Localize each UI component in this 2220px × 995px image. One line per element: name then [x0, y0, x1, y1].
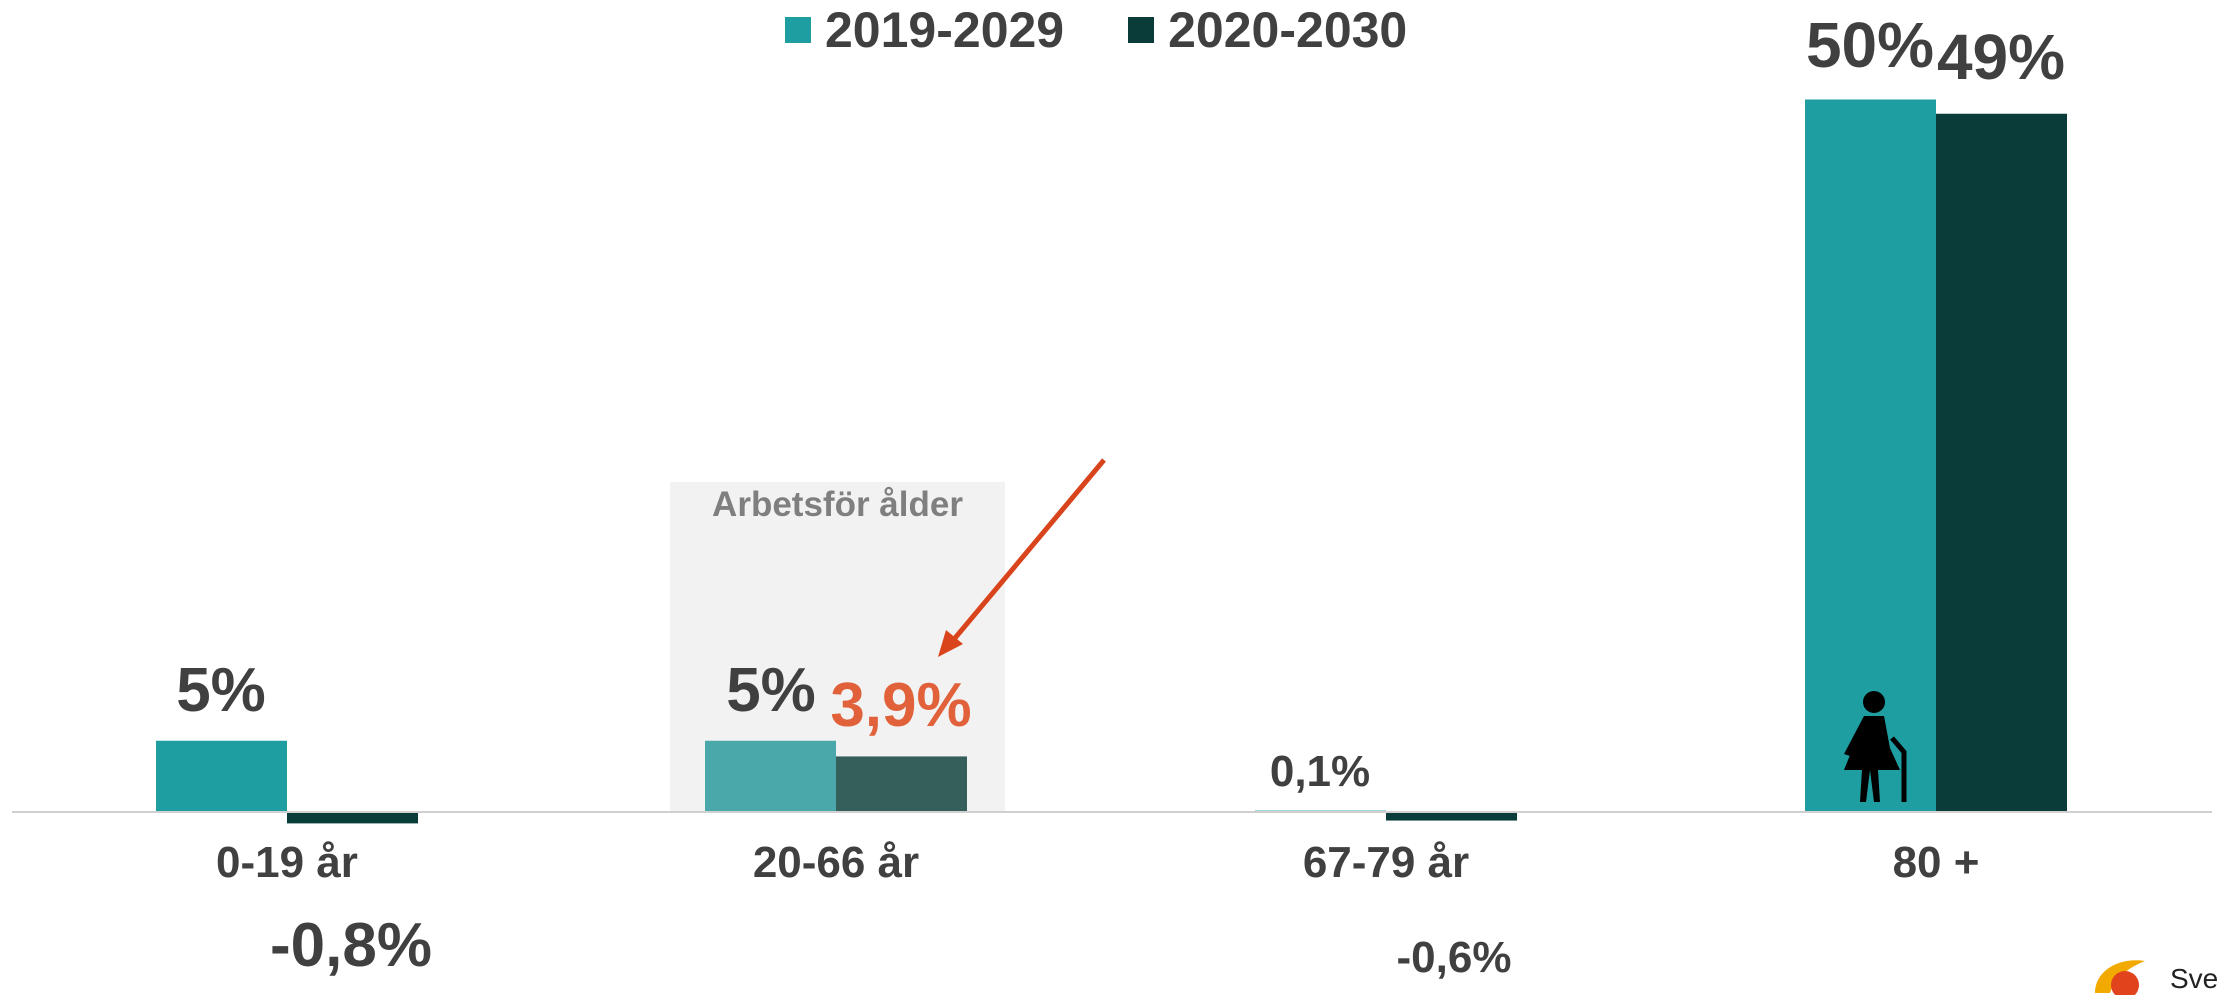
value-label-2020-2030-67-79: -0,6%: [1396, 933, 1512, 982]
value-label-2019-2029-80-plus: 50%: [1805, 9, 1935, 81]
legend-item-2019-2029: 2019-2029: [785, 1, 1064, 59]
legend-label-2020-2030: 2020-2030: [1168, 2, 1408, 58]
logo-icon: [2095, 960, 2145, 995]
highlight-label: Arbetsför ålder: [712, 485, 963, 524]
value-label-2020-2030-0-19: -0,8%: [270, 911, 432, 980]
legend-swatch-2020-2030: [1128, 17, 1155, 43]
legend-label-2019-2029: 2019-2029: [825, 2, 1065, 58]
value-label-2019-2029-20-66: 5%: [726, 656, 816, 725]
value-label-2020-2030-20-66: 3,9%: [830, 671, 972, 740]
category-label-80-plus: 80 +: [1892, 838, 1980, 887]
value-label-2019-2029-67-79: 0,1%: [1269, 747, 1371, 796]
category-label-67-79: 67-79 år: [1302, 838, 1470, 887]
annotation-arrow: [943, 458, 1106, 652]
legend-item-2020-2030: 2020-2030: [1128, 1, 1407, 59]
category-label-0-19: 0-19 år: [216, 838, 358, 887]
category-label-20-66: 20-66 år: [752, 838, 920, 887]
annotation-arrowhead: [938, 630, 963, 657]
bar-2019-2029-20-66-år: [705, 740, 836, 812]
legend: 2019-2029 2020-2030: [785, 0, 1447, 60]
elderly-person-with-cane-icon: [1844, 691, 1907, 802]
bar-2020-2030-20-66-år: [836, 756, 967, 812]
bar-2019-2029-0-19-år: [156, 740, 287, 812]
value-label-2020-2030-80-plus: 49%: [1936, 21, 2066, 93]
logo-text: Sveri: [2170, 963, 2220, 994]
legend-swatch-2019-2029: [785, 17, 811, 43]
bar-2020-2030-80-+: [1936, 113, 2067, 812]
bar-2020-2030-0-19-år: [287, 812, 418, 824]
bar-2020-2030-67-79-år: [1386, 812, 1517, 821]
value-label-2019-2029-0-19: 5%: [176, 656, 266, 725]
